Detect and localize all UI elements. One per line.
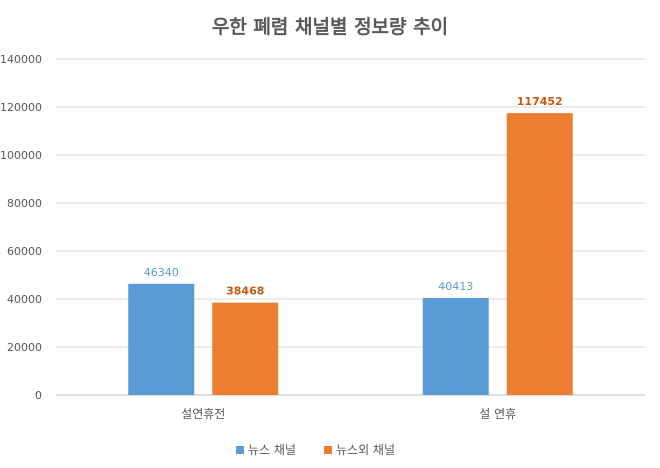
x-tick-label: 설 연휴: [479, 407, 516, 421]
data-labels: 46340 38468 40413 117452: [144, 95, 563, 298]
legend-swatch: [236, 446, 244, 454]
x-tick-label: 설연휴전: [181, 407, 225, 421]
bar: [422, 298, 489, 395]
data-label: 40413: [438, 280, 473, 293]
bar: [212, 302, 279, 395]
bar: [128, 283, 195, 395]
legend-label: 뉴스 채널: [248, 443, 296, 457]
bars: [128, 113, 573, 395]
data-label: 117452: [517, 95, 563, 108]
y-tick-label: 40000: [7, 293, 42, 306]
y-tick-label: 80000: [7, 197, 42, 210]
y-tick-label: 100000: [0, 149, 42, 162]
y-tick-label: 0: [35, 389, 42, 402]
x-axis: 설연휴전 설 연휴: [181, 407, 516, 421]
data-label: 38468: [226, 285, 264, 298]
y-tick-label: 60000: [7, 245, 42, 258]
legend: 뉴스 채널 뉴스외 채널: [236, 443, 395, 457]
y-tick-label: 140000: [0, 53, 42, 66]
y-tick-label: 20000: [7, 341, 42, 354]
chart-title: 우한 폐렴 채널별 정보량 추이: [212, 16, 448, 38]
legend-swatch: [324, 446, 332, 454]
y-axis: 0 20000 40000 60000 80000 100000 120000 140000: [0, 53, 42, 402]
legend-label: 뉴스외 채널: [336, 443, 395, 457]
bar: [506, 113, 573, 395]
y-tick-label: 120000: [0, 101, 42, 114]
data-label: 46340: [144, 266, 179, 279]
